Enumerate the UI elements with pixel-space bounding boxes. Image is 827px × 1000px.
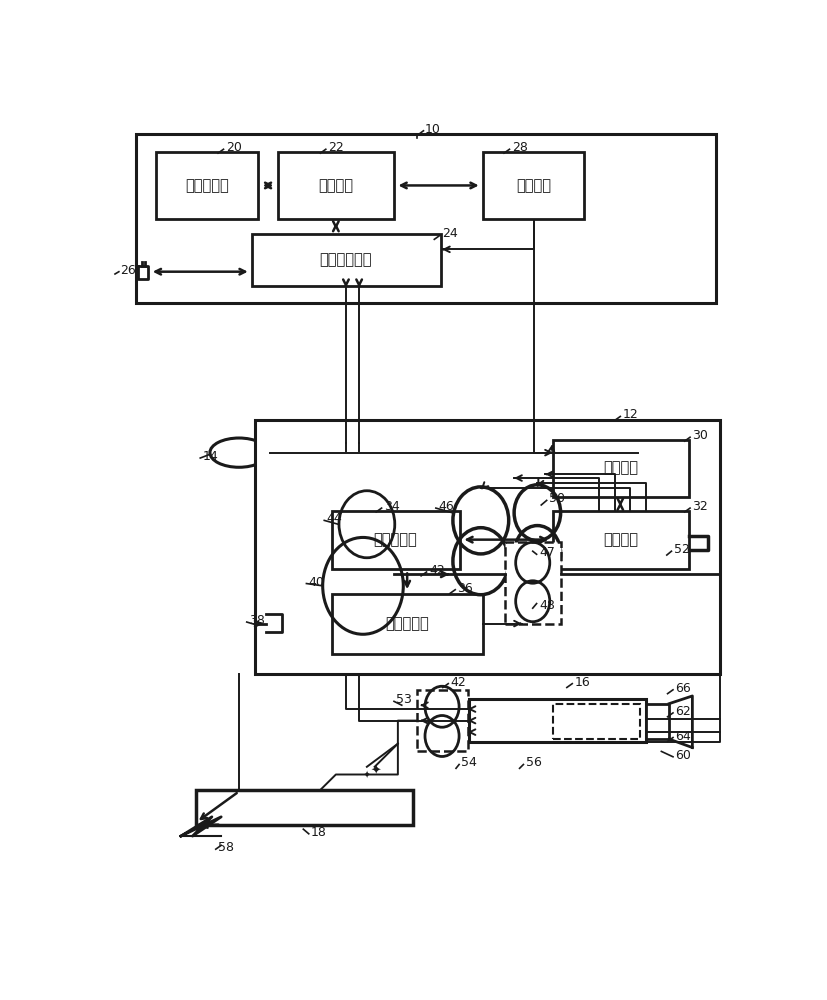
Text: 38: 38: [249, 614, 265, 627]
Text: 52: 52: [674, 543, 690, 556]
Text: 48: 48: [539, 599, 555, 612]
Text: 接口电路: 接口电路: [516, 178, 551, 193]
Bar: [332, 594, 483, 654]
Bar: [553, 511, 689, 569]
Bar: [255, 420, 719, 674]
Bar: [156, 152, 258, 219]
Text: ✦: ✦: [363, 771, 371, 781]
Bar: [553, 440, 689, 497]
Text: ✦: ✦: [371, 764, 381, 777]
Text: 28: 28: [512, 141, 528, 154]
Bar: [418, 690, 467, 751]
Text: 16: 16: [575, 676, 590, 689]
Bar: [483, 152, 584, 219]
Text: 气体控制阀: 气体控制阀: [385, 616, 429, 631]
Text: 操作员接口: 操作员接口: [374, 532, 418, 547]
Text: 22: 22: [328, 141, 344, 154]
Text: 42: 42: [451, 676, 466, 689]
Text: 47: 47: [539, 546, 555, 559]
Text: 12: 12: [623, 408, 638, 421]
Text: 34: 34: [384, 500, 399, 513]
Text: 56: 56: [526, 756, 542, 769]
Text: 50: 50: [549, 492, 565, 505]
Text: 10: 10: [425, 123, 441, 136]
Text: 控制电路: 控制电路: [603, 532, 638, 547]
Bar: [196, 790, 414, 825]
Text: 18: 18: [311, 826, 327, 839]
Text: 44: 44: [327, 512, 342, 525]
Bar: [332, 511, 460, 569]
Text: 26: 26: [121, 264, 136, 277]
Bar: [252, 234, 441, 286]
Bar: [136, 134, 715, 303]
Text: 电力转换电路: 电力转换电路: [320, 252, 372, 267]
Text: 46: 46: [438, 500, 454, 513]
Text: 66: 66: [676, 682, 691, 695]
Text: 控制电路: 控制电路: [318, 178, 353, 193]
Text: 36: 36: [457, 582, 473, 595]
Bar: [278, 152, 394, 219]
Text: 53: 53: [396, 693, 412, 706]
Text: 20: 20: [226, 141, 241, 154]
Text: 40: 40: [308, 576, 325, 588]
Bar: [646, 704, 669, 739]
Text: 42: 42: [429, 564, 445, 577]
Text: 24: 24: [442, 227, 458, 240]
Bar: [469, 699, 646, 742]
Text: 接口电路: 接口电路: [603, 461, 638, 476]
Bar: [504, 542, 561, 624]
Text: 60: 60: [676, 749, 691, 762]
Text: 14: 14: [203, 450, 218, 463]
Text: 62: 62: [676, 705, 691, 718]
Text: 54: 54: [461, 756, 477, 769]
Text: 32: 32: [692, 500, 708, 513]
Text: 操作员接口: 操作员接口: [185, 178, 229, 193]
Bar: [553, 704, 639, 739]
Text: 30: 30: [692, 429, 708, 442]
Text: 58: 58: [218, 841, 234, 854]
Text: 64: 64: [676, 730, 691, 742]
